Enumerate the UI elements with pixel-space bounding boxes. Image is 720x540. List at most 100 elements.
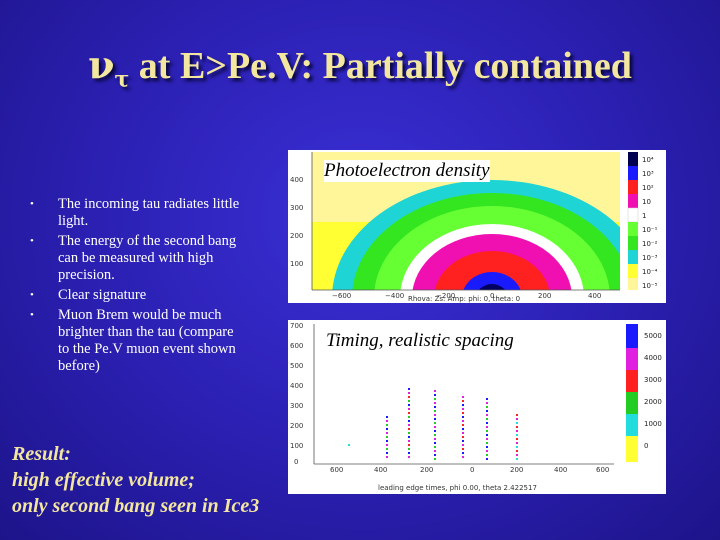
- hit-dot: [386, 416, 388, 418]
- hit-dot: [516, 430, 518, 432]
- bullet-text: The energy of the second bang can be mea…: [58, 233, 237, 283]
- hit-dot: [408, 456, 410, 458]
- hit-dot: [408, 400, 410, 402]
- hit-dot: [408, 416, 410, 418]
- bullet-item: • The energy of the second bang can be me…: [30, 233, 240, 284]
- scale-label: 5000: [644, 332, 662, 340]
- hit-dot: [386, 436, 388, 438]
- result-line: high effective volume;: [12, 469, 195, 491]
- hit-dot: [462, 428, 464, 430]
- plot-caption: Photoelectron density: [324, 160, 490, 182]
- hit-dot: [486, 398, 488, 400]
- hit-dot: [516, 414, 518, 416]
- hit-dot: [386, 432, 388, 434]
- hit-dot: [386, 424, 388, 426]
- hit-dot: [462, 452, 464, 454]
- plot-caption: Timing, realistic spacing: [326, 330, 514, 352]
- hit-dot: [408, 448, 410, 450]
- hit-dot: [486, 418, 488, 420]
- bullet-icon: •: [30, 289, 34, 301]
- scale-label: 1: [642, 212, 646, 220]
- y-tick: 700: [290, 322, 303, 330]
- bullet-icon: •: [30, 198, 34, 210]
- plot-footer: Rhova: Zs: Amp: phi: 0, theta: 0: [408, 295, 520, 303]
- y-tick: 100: [290, 260, 303, 268]
- hit-dot: [408, 432, 410, 434]
- hit-dot: [486, 438, 488, 440]
- density-plot-svg: 400 300 200 100 −600 −400 −200 0 200 400…: [288, 150, 666, 303]
- density-color-scale: [627, 152, 639, 290]
- hit-dot: [486, 446, 488, 448]
- scale-label: 10³: [642, 170, 654, 178]
- hit-dot: [386, 444, 388, 446]
- hit-dot: [408, 436, 410, 438]
- hit-dot: [408, 396, 410, 398]
- bullet-text: Muon Brem would be much brighter than th…: [58, 307, 236, 374]
- hit-dot: [434, 442, 436, 444]
- hit-dot: [408, 420, 410, 422]
- hit-dot: [386, 452, 388, 454]
- x-tick: −600: [332, 292, 351, 300]
- timing-hit-columns: [348, 388, 518, 460]
- hit-dot: [434, 454, 436, 456]
- hit-dot: [462, 404, 464, 406]
- scale-label: 10⁴: [642, 156, 654, 164]
- scale-label: 10⁻¹: [642, 226, 658, 234]
- bullet-list: • The incoming tau radiates little light.…: [30, 196, 240, 378]
- x-tick: 0: [490, 292, 494, 300]
- hit-dot: [516, 418, 518, 420]
- hit-dot: [462, 412, 464, 414]
- hit-dot: [462, 440, 464, 442]
- hit-dot: [408, 392, 410, 394]
- hit-dot: [462, 396, 464, 398]
- x-tick: 0: [470, 466, 474, 474]
- title-nu-symbol: ν: [88, 42, 115, 87]
- x-tick: 200: [420, 466, 433, 474]
- x-tick: 400: [588, 292, 601, 300]
- bullet-text: Clear signature: [58, 287, 147, 303]
- hit-dot: [386, 448, 388, 450]
- hit-dot: [434, 458, 436, 460]
- hit-dot: [408, 452, 410, 454]
- y-tick: 300: [290, 402, 303, 410]
- x-tick: 200: [538, 292, 551, 300]
- y-tick: 200: [290, 232, 303, 240]
- hit-dot: [386, 428, 388, 430]
- hit-dot: [408, 428, 410, 430]
- timing-plot: 700 600 500 400 300 200 100 0 600 400 20…: [288, 320, 666, 494]
- bullet-text: The incoming tau radiates little light.: [58, 196, 240, 229]
- y-tick: 100: [290, 442, 303, 450]
- hit-dot: [434, 414, 436, 416]
- bullet-icon: •: [30, 309, 34, 321]
- hit-dot: [462, 448, 464, 450]
- hit-dot: [434, 422, 436, 424]
- y-tick: 0: [294, 458, 298, 466]
- y-tick: 400: [290, 382, 303, 390]
- x-tick: −400: [385, 292, 404, 300]
- scale-label: 10: [642, 198, 651, 206]
- hit-dot: [434, 426, 436, 428]
- hit-dot: [408, 412, 410, 414]
- hit-dot: [486, 430, 488, 432]
- hit-dot: [408, 440, 410, 442]
- x-tick: 600: [330, 466, 343, 474]
- result-text: Result: high effective volume; only seco…: [12, 441, 259, 519]
- hit-dot: [434, 438, 436, 440]
- hit-dot: [516, 446, 518, 448]
- photoelectron-density-plot: 400 300 200 100 −600 −400 −200 0 200 400…: [288, 150, 666, 303]
- bullet-icon: •: [30, 235, 34, 247]
- bullet-item: • Muon Brem would be much brighter than t…: [30, 307, 240, 375]
- scale-label: 0: [644, 442, 648, 450]
- result-line: Result:: [12, 443, 71, 465]
- timing-color-scale: [626, 324, 638, 462]
- title-tau-subscript: τ: [114, 66, 130, 93]
- hit-dot: [434, 390, 436, 392]
- hit-dot: [462, 400, 464, 402]
- hit-dot: [486, 402, 488, 404]
- x-tick: 200: [510, 466, 523, 474]
- density-heatmap: [312, 152, 620, 290]
- hit-dot: [516, 442, 518, 444]
- y-tick: 200: [290, 422, 303, 430]
- hit-dot: [462, 416, 464, 418]
- y-tick: 400: [290, 176, 303, 184]
